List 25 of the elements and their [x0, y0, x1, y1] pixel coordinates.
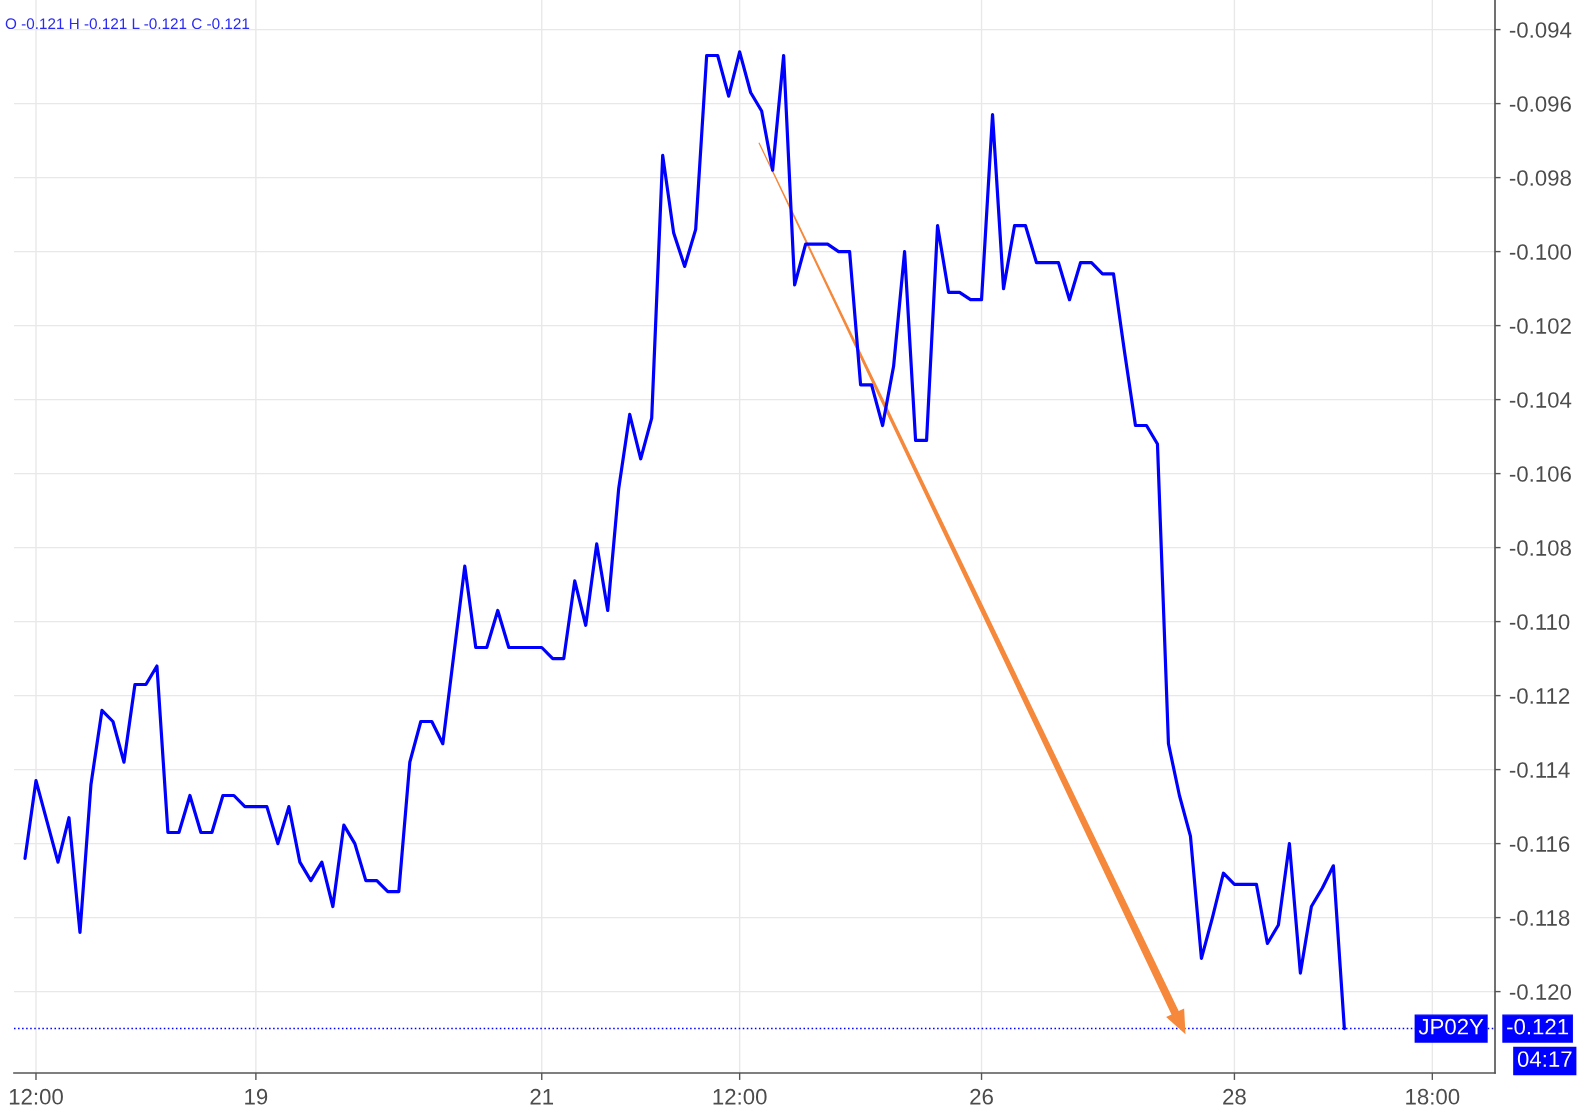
- annotation: O -0.121 H -0.121 L -0.121 C -0.121: [5, 18, 250, 30]
- y-tick-label: -0.098: [1509, 170, 1571, 186]
- x-tick-label: 21: [530, 1088, 554, 1105]
- x-tick-label: 18:00: [1406, 1088, 1460, 1105]
- y-tick-label: -0.096: [1509, 96, 1571, 112]
- x-tick-label: 19: [245, 1088, 268, 1105]
- x-tick-label: 12:00: [9, 1088, 63, 1105]
- y-tick-label: -0.110: [1509, 614, 1570, 630]
- y-tick-label: -0.118: [1509, 910, 1570, 926]
- ref-line-label: -0.121: [1507, 1018, 1569, 1035]
- y-tick-label: -0.112: [1509, 688, 1570, 704]
- text: 04:17: [1517, 1051, 1572, 1067]
- text: JP02Y: [1418, 1018, 1484, 1035]
- y-tick-label: -0.094: [1509, 22, 1572, 38]
- y-tick-label: -0.102: [1509, 318, 1571, 334]
- x-tick-label: 12:00: [713, 1088, 767, 1105]
- y-tick-label: -0.114: [1509, 762, 1570, 778]
- y-tick-label: -0.108: [1509, 540, 1571, 556]
- y-tick-label: -0.100: [1509, 244, 1572, 260]
- y-tick-label: -0.116: [1509, 836, 1570, 852]
- y-tick-label: -0.106: [1509, 466, 1571, 482]
- y-tick-label: -0.120: [1509, 984, 1572, 1000]
- x-tick-label: 28: [1223, 1088, 1246, 1105]
- y-tick-label: -0.104: [1509, 392, 1572, 408]
- x-tick-label: 26: [970, 1088, 993, 1105]
